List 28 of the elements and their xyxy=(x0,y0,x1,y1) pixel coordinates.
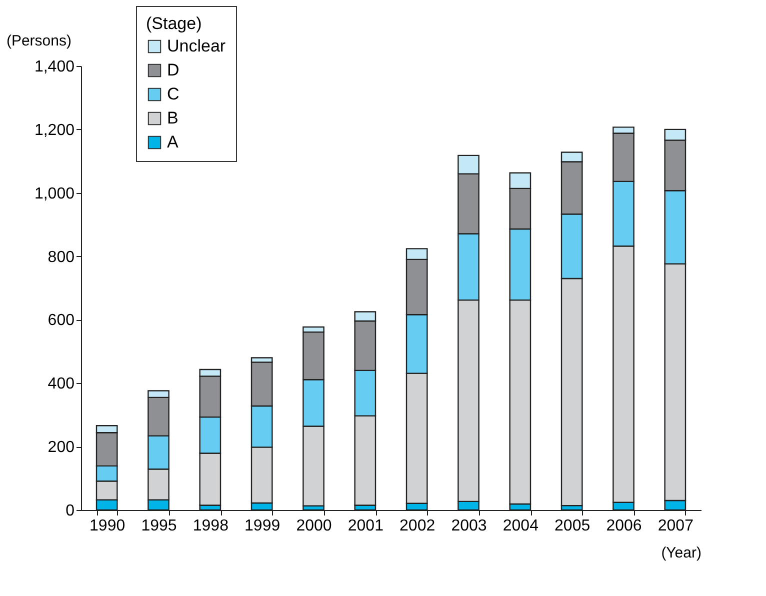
x-axis-title: (Year) xyxy=(661,544,702,562)
y-tick-label: 1,400 xyxy=(34,58,75,76)
x-tick-label: 2001 xyxy=(348,518,384,534)
x-tick-label: 1999 xyxy=(244,518,280,534)
legend-label: C xyxy=(167,84,180,104)
x-tick-label: 2005 xyxy=(554,518,590,534)
x-tick-label: 1995 xyxy=(141,518,177,534)
legend-title: (Stage) xyxy=(146,14,202,33)
y-tick-label: 800 xyxy=(48,248,75,266)
x-tick-label: 2004 xyxy=(502,518,539,534)
y-tick-label: 0 xyxy=(66,502,75,520)
legend-label: Unclear xyxy=(167,36,226,56)
y-tick-label: 600 xyxy=(48,312,75,330)
y-tick-label: 1,200 xyxy=(34,122,75,139)
y-tick-label: 1,000 xyxy=(34,185,75,202)
y-tick-label: 200 xyxy=(48,439,75,456)
x-tick-label: 2006 xyxy=(606,518,642,534)
y-tick-label: 400 xyxy=(48,376,75,393)
x-tick-label: 2002 xyxy=(400,518,436,534)
x-tick-label: 1990 xyxy=(90,518,126,534)
x-tick-label: 2000 xyxy=(296,518,332,534)
x-tick-label: 2003 xyxy=(451,518,487,534)
x-tick-label: 2007 xyxy=(658,518,694,534)
legend-label: D xyxy=(167,60,180,80)
legend-label: B xyxy=(167,108,178,128)
legend-label: A xyxy=(167,132,179,152)
x-tick-label: 1998 xyxy=(192,518,229,534)
y-axis-title: (Persons) xyxy=(6,32,72,50)
